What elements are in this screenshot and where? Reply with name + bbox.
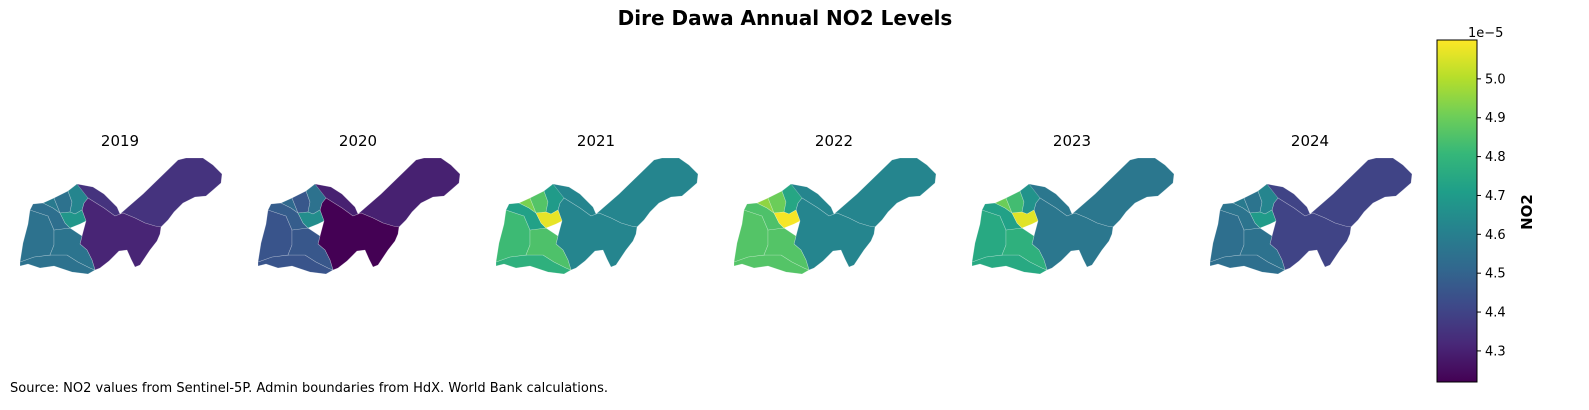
region-core: [1249, 209, 1277, 229]
colorbar-offset-text: 1e−5: [1468, 26, 1503, 41]
source-note: Source: NO2 values from Sentinel-5P. Adm…: [10, 381, 608, 396]
colorbar-label: NO2: [1518, 194, 1536, 230]
panel-title: 2020: [339, 132, 377, 150]
panel-title: 2023: [1053, 132, 1091, 150]
region-core: [297, 209, 325, 229]
panel-title: 2019: [101, 132, 139, 150]
region-core: [59, 209, 87, 229]
region-center: [79, 197, 162, 271]
colorbar-tick-label: 4.9: [1485, 111, 1506, 126]
colorbar-tick-label: 4.3: [1485, 344, 1506, 359]
colorbar-gradient: [1436, 39, 1478, 383]
map-panel-2021: 2021: [495, 132, 699, 275]
region-core: [535, 209, 563, 229]
colorbar: 1e−5 NO2 4.3 4.4 4.5 4.6 4.7 4.8 4.9 5.0: [1436, 26, 1536, 383]
chart-title: Dire Dawa Annual NO2 Levels: [618, 6, 953, 30]
panel-title: 2024: [1291, 132, 1329, 150]
region-center: [1269, 197, 1352, 271]
region-center: [317, 197, 400, 271]
map-panel-2022: 2022: [733, 132, 937, 275]
region-core: [773, 209, 801, 229]
colorbar-tick-label: 4.6: [1485, 228, 1506, 243]
colorbar-tick-label: 4.7: [1485, 189, 1506, 204]
colorbar-tick-label: 4.8: [1485, 150, 1506, 165]
map-panel-2020: 2020: [257, 132, 461, 275]
region-center: [1031, 197, 1114, 271]
map-panel-2023: 2023: [971, 132, 1175, 275]
colorbar-tick-label: 5.0: [1485, 72, 1506, 87]
panel-title: 2021: [577, 132, 615, 150]
map-panel-2019: 2019: [19, 132, 223, 275]
map-panels: 2019 2020 2021 2022 2023 2024: [19, 132, 1413, 275]
colorbar-tick-label: 4.4: [1485, 306, 1506, 321]
region-core: [1011, 209, 1039, 229]
colorbar-tick-label: 4.5: [1485, 267, 1506, 282]
panel-title: 2022: [815, 132, 853, 150]
map-panel-2024: 2024: [1209, 132, 1413, 275]
colorbar-ticks: 4.3 4.4 4.5 4.6 4.7 4.8 4.9 5.0: [1477, 72, 1506, 359]
